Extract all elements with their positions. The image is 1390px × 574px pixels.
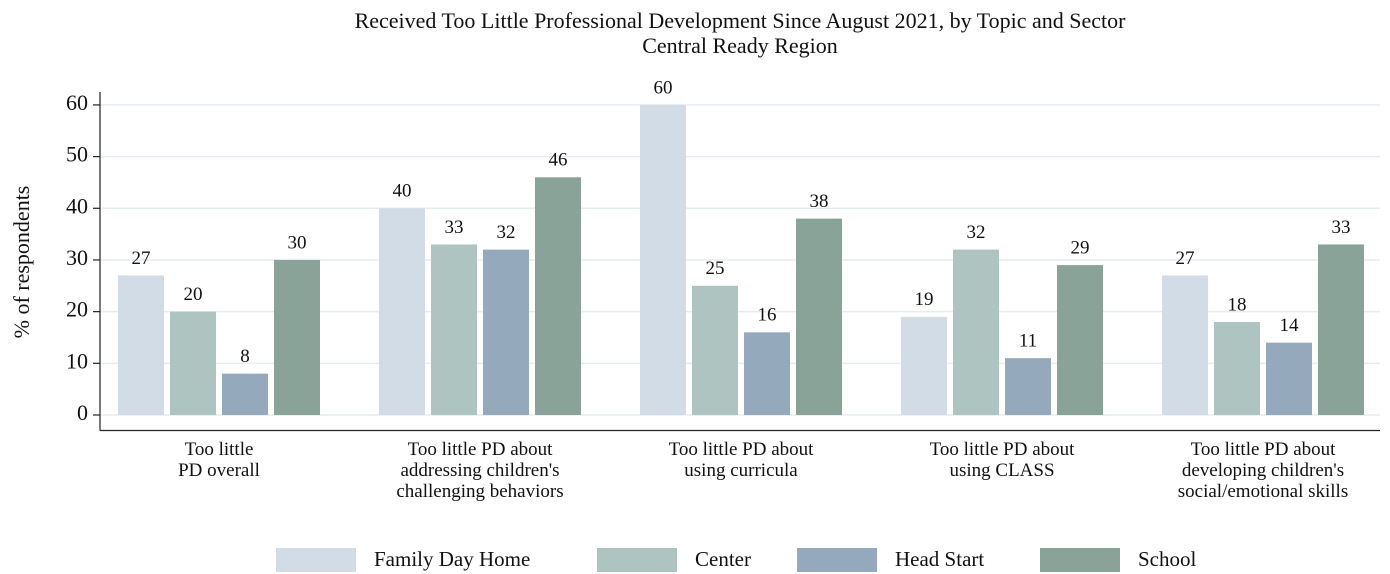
bar <box>692 285 738 415</box>
value-label: 29 <box>1071 237 1090 258</box>
legend-swatch <box>1040 548 1120 572</box>
x-tick-label: Too little <box>185 439 254 460</box>
x-tick-label: Too little PD about <box>930 439 1076 460</box>
bar <box>1057 265 1103 415</box>
bar <box>1005 358 1051 415</box>
value-label: 40 <box>393 181 412 202</box>
x-tick-label: PD overall <box>178 460 260 481</box>
bar <box>1214 321 1260 415</box>
x-tick-label: addressing children's <box>400 460 559 481</box>
bar <box>796 218 842 415</box>
bar <box>379 208 425 415</box>
bar <box>118 275 164 415</box>
bar <box>1318 244 1364 415</box>
value-label: 27 <box>132 248 151 269</box>
value-label: 8 <box>240 346 250 367</box>
legend-label: Center <box>695 547 751 571</box>
value-label: 46 <box>549 150 568 171</box>
x-tick-label: Too little PD about <box>1191 439 1337 460</box>
value-label: 16 <box>758 305 777 326</box>
value-label: 60 <box>654 77 673 98</box>
value-label: 32 <box>967 222 986 243</box>
value-label: 32 <box>497 222 516 243</box>
value-label: 25 <box>706 258 725 279</box>
legend-label: School <box>1138 547 1197 571</box>
value-label: 30 <box>288 232 307 253</box>
bar <box>483 249 529 415</box>
bar <box>170 311 216 415</box>
x-tick-label: developing children's <box>1182 460 1344 481</box>
y-tick-label: 50 <box>66 142 88 167</box>
bar <box>535 177 581 415</box>
bar <box>1162 275 1208 415</box>
x-tick-label: Too little PD about <box>408 439 554 460</box>
y-tick-label: 30 <box>66 245 88 270</box>
bar <box>1266 342 1312 415</box>
value-label: 20 <box>184 284 203 305</box>
x-tick-label: social/emotional skills <box>1178 481 1348 502</box>
x-tick-label: using CLASS <box>949 460 1054 481</box>
value-label: 38 <box>810 191 829 212</box>
bar <box>222 373 268 415</box>
value-label: 33 <box>445 217 464 238</box>
legend-label: Head Start <box>895 547 984 571</box>
value-label: 11 <box>1019 331 1037 352</box>
legend-swatch <box>597 548 677 572</box>
y-tick-label: 40 <box>66 193 88 218</box>
chart-title: Received Too Little Professional Develop… <box>355 8 1127 33</box>
y-tick-label: 10 <box>66 348 88 373</box>
value-label: 14 <box>1280 315 1300 336</box>
value-label: 18 <box>1228 294 1247 315</box>
y-tick-label: 60 <box>66 90 88 115</box>
x-tick-label: Too little PD about <box>669 439 815 460</box>
legend-swatch <box>797 548 877 572</box>
x-tick-label: using curricula <box>684 460 798 481</box>
value-label: 27 <box>1176 248 1195 269</box>
y-axis-label: % of respondents <box>9 186 34 339</box>
y-tick-label: 0 <box>77 400 88 425</box>
chart-subtitle: Central Ready Region <box>642 33 838 58</box>
x-tick-label: challenging behaviors <box>396 481 563 502</box>
bar <box>274 259 320 415</box>
legend-swatch <box>276 548 356 572</box>
value-label: 19 <box>915 289 934 310</box>
bar <box>901 316 947 415</box>
bar <box>744 332 790 415</box>
bar <box>953 249 999 415</box>
value-label: 33 <box>1332 217 1351 238</box>
y-tick-label: 20 <box>66 297 88 322</box>
bar <box>431 244 477 415</box>
bar <box>640 104 686 415</box>
legend-label: Family Day Home <box>374 547 530 571</box>
